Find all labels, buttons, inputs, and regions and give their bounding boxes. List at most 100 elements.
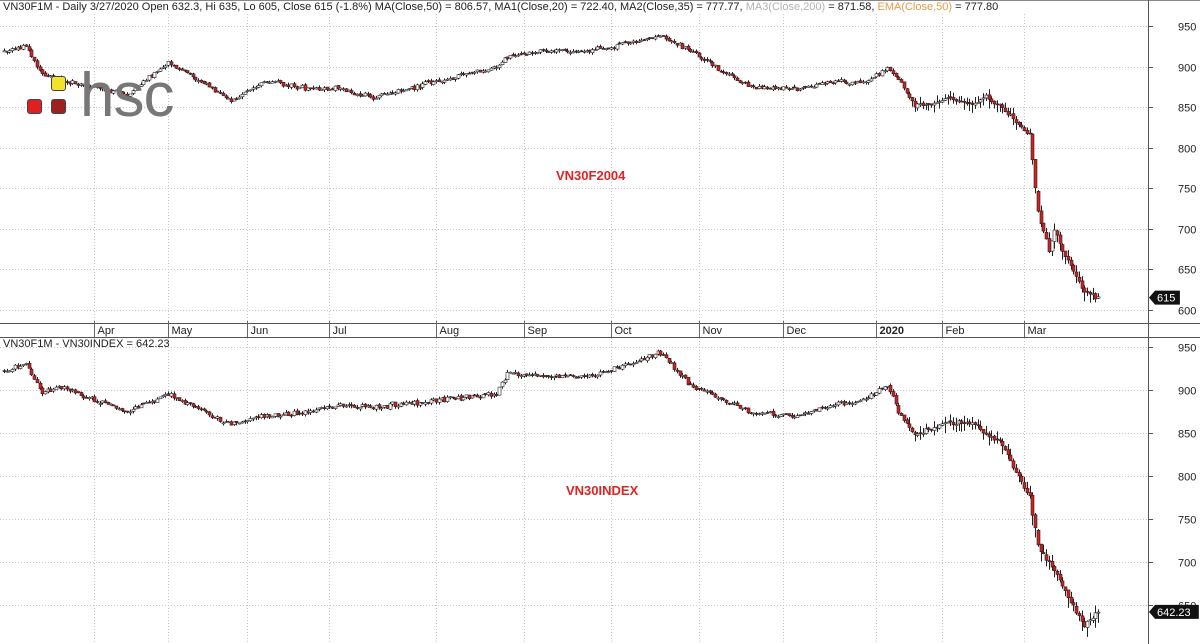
- candle-body: [1066, 256, 1071, 261]
- candle-body: [270, 416, 275, 419]
- candle-body: [240, 93, 245, 98]
- candle-body: [915, 103, 920, 109]
- candle-body: [981, 97, 986, 100]
- candle-body: [825, 407, 830, 410]
- candle-body: [1000, 104, 1005, 108]
- top-ma1: MA1(Close,20) = 722.40,: [494, 1, 617, 13]
- candle-body: [1055, 571, 1060, 575]
- candle-body: [448, 396, 453, 398]
- candle-body: [705, 59, 710, 61]
- candle-body: [111, 90, 116, 94]
- candle-body: [571, 51, 576, 54]
- candle-body: [62, 386, 67, 390]
- x-tick-label: Sep: [528, 325, 548, 337]
- candle-body: [407, 88, 412, 90]
- candle-body: [478, 69, 483, 73]
- candle-body: [885, 67, 890, 72]
- candle-body: [563, 48, 568, 51]
- candle-body: [390, 401, 395, 405]
- candle-body: [762, 412, 767, 415]
- logo-darkred-square: [51, 99, 66, 114]
- candle-body: [1025, 487, 1030, 494]
- candle-body: [363, 92, 368, 97]
- candle-body: [686, 376, 691, 386]
- candle-body: [620, 42, 625, 45]
- candle-body: [664, 354, 669, 358]
- candle-body: [631, 363, 636, 366]
- candle-body: [1011, 460, 1016, 469]
- candle-body: [278, 415, 283, 418]
- candle-body: [1080, 280, 1085, 289]
- candle-body: [899, 413, 904, 416]
- candle-body: [609, 47, 614, 50]
- y-tick-label: 700: [1178, 225, 1196, 237]
- candle-body: [781, 413, 786, 416]
- candle-body: [303, 84, 308, 91]
- candle-body: [524, 373, 529, 376]
- candle-body: [609, 370, 614, 372]
- last-value-marker: [1149, 604, 1199, 619]
- candle-body: [880, 70, 885, 77]
- candle-body: [349, 90, 354, 94]
- candle-body: [13, 364, 18, 370]
- candle-body: [905, 419, 910, 424]
- candle-body: [894, 72, 899, 77]
- candle-body: [322, 407, 327, 410]
- candle-body: [787, 88, 792, 90]
- candle-body: [152, 400, 157, 403]
- candle-body: [1047, 560, 1052, 562]
- candle-body: [680, 43, 685, 50]
- candle-body: [180, 68, 185, 71]
- candle-body: [43, 391, 48, 395]
- candle-body: [497, 386, 502, 396]
- candle-body: [880, 387, 885, 390]
- candle-body: [667, 38, 672, 42]
- candle-body: [371, 407, 376, 410]
- candle-body: [281, 81, 286, 87]
- candle-body: [675, 42, 680, 46]
- candle-body: [27, 362, 32, 369]
- candle-body: [1077, 276, 1082, 282]
- candle-body: [218, 92, 223, 94]
- candle-body: [84, 397, 89, 399]
- candle-body: [954, 424, 959, 426]
- candle-body: [546, 51, 551, 53]
- candle-body: [680, 375, 685, 377]
- x-tick-label: Nov: [703, 325, 723, 337]
- candle-body: [587, 374, 592, 378]
- candle-body: [579, 50, 584, 53]
- candle-body: [40, 69, 45, 74]
- candle-body: [967, 421, 972, 425]
- candle-body: [905, 88, 910, 94]
- candle-body: [174, 64, 179, 69]
- candle-body: [1041, 222, 1046, 232]
- candle-body: [628, 42, 633, 45]
- candle-body: [344, 88, 349, 93]
- candle-body: [623, 41, 628, 43]
- candle-body: [902, 81, 907, 89]
- candle-body: [691, 384, 696, 388]
- candle-body: [672, 40, 677, 43]
- candle-body: [735, 402, 740, 406]
- candle-body: [363, 403, 368, 408]
- y-tick-label: 700: [1178, 558, 1196, 570]
- candle-body: [467, 72, 472, 75]
- candle-body: [820, 406, 825, 409]
- candle-body: [713, 393, 718, 398]
- candle-body: [825, 81, 830, 84]
- candle-body: [1071, 602, 1076, 606]
- candle-body: [735, 77, 740, 82]
- candle-body: [202, 408, 207, 411]
- candle-body: [809, 411, 814, 414]
- candle-body: [891, 70, 896, 74]
- candle-body: [489, 393, 494, 397]
- candle-body: [582, 375, 587, 378]
- candle-body: [503, 379, 508, 383]
- candle-body: [617, 42, 622, 45]
- bottom-pane-symbol-label: VN30INDEX: [566, 483, 639, 498]
- candle-body: [341, 403, 346, 407]
- top-ohlc-info: - Daily 3/27/2020 Open 632.3, Hi 635, Lo…: [55, 1, 372, 13]
- candle-body: [686, 45, 691, 50]
- candle-body: [754, 413, 759, 415]
